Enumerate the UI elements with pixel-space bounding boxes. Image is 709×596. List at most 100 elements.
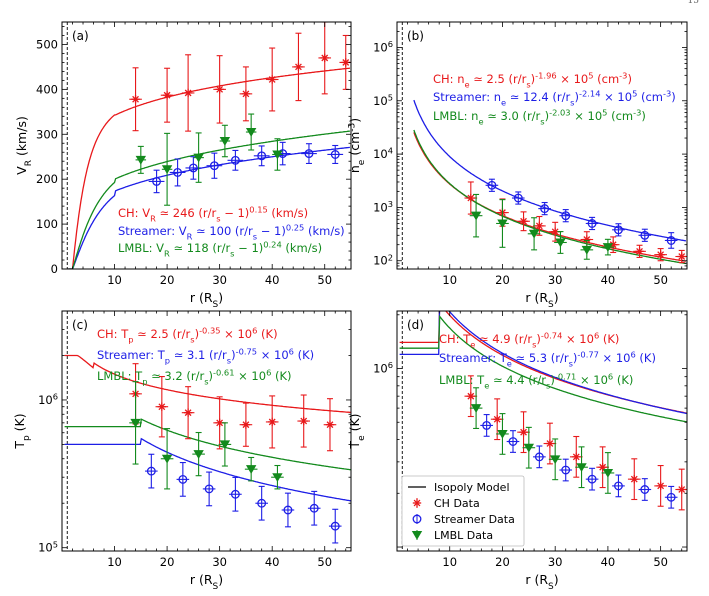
lmbl-fit-label: LMBL: ne ≃ 3.0 (r/rs)-2.03 × 105 (cm-3) [433, 108, 646, 127]
data-point [656, 481, 665, 491]
data-point [555, 238, 566, 248]
y-tick-label: 300 [36, 127, 58, 141]
data-point [320, 53, 329, 63]
data-point [534, 452, 544, 462]
ch-fit-label: CH: ne ≃ 2.5 (r/rs)-1.96 × 105 (cm-3) [433, 71, 632, 90]
x-tick-label: 40 [601, 273, 616, 287]
data-point [497, 219, 508, 229]
data-point [528, 229, 540, 239]
data-point [330, 150, 340, 159]
y-axis-label: Tp (K) [12, 413, 32, 449]
x-tick-label: 30 [212, 273, 227, 287]
data-point [523, 443, 535, 453]
data-point [535, 221, 544, 231]
x-tick-label: 20 [160, 555, 175, 569]
y-tick-label: 105 [373, 92, 393, 107]
ch-data-series [129, 363, 337, 452]
data-point [576, 463, 587, 473]
data-point [466, 193, 476, 203]
x-tick-label: 30 [548, 555, 563, 569]
data-point [635, 247, 644, 256]
data-point [614, 225, 623, 235]
data-point [614, 481, 623, 491]
data-point [157, 402, 167, 411]
data-point [272, 150, 283, 160]
data-point [299, 416, 308, 426]
ch-fit-label: CH: VR ≃ 246 (r/rs − 1)0.15 (km/s) [118, 205, 308, 224]
y-axis-label: Te (K) [347, 413, 367, 449]
data-point [245, 465, 257, 475]
x-tick-label: 20 [160, 273, 175, 287]
panel-label: (a) [72, 29, 89, 43]
data-point [241, 420, 251, 429]
data-point [173, 167, 183, 177]
streamer-data-series [480, 414, 678, 509]
y-tick-label: 106 [38, 392, 58, 407]
data-point [241, 89, 251, 99]
data-point [581, 245, 593, 255]
ch-fit-curve [64, 354, 351, 414]
data-point [341, 58, 350, 67]
legend-entry: Isopoly Model [434, 481, 510, 494]
streamer-fit-curve [413, 99, 687, 242]
data-point [508, 437, 518, 446]
lmbl-fit-curve [413, 129, 686, 265]
data-point [272, 473, 283, 483]
x-tick-label: 40 [265, 273, 280, 287]
streamer-fit-label: Streamer: Te ≃ 5.3 (r/rs)-0.77 × 106 (K) [439, 350, 656, 369]
panel-c-tp: 10 20 30 40 50 105 106 r (RS) Tp (K) (c) CH: Tp ≃ … [12, 310, 352, 592]
data-point [602, 468, 614, 478]
page-number: 15 [687, 0, 699, 6]
lmbl-fit-label: LMBL: Tp ≃ 3.2 (r/rs)-0.61 × 106 (K) [97, 368, 292, 387]
data-point [130, 418, 141, 428]
x-axis-label: r (RS) [525, 572, 558, 592]
x-axis-label: r (RS) [190, 572, 223, 592]
data-point [309, 503, 319, 513]
data-point [267, 75, 277, 84]
data-point [304, 149, 314, 159]
ch-data-series [129, 22, 351, 132]
x-tick-label: 20 [495, 555, 510, 569]
x-tick-label: 10 [107, 273, 122, 287]
data-point [131, 95, 140, 104]
data-point [630, 474, 639, 484]
data-point [677, 485, 686, 494]
ch-fit-curve [68, 67, 351, 269]
data-point [219, 440, 231, 450]
data-point [230, 489, 240, 499]
data-point [152, 176, 162, 186]
y-tick-label: 0 [51, 262, 58, 276]
x-tick-label: 50 [317, 273, 332, 287]
data-point [640, 485, 650, 494]
lmbl-fit-label: LMBL: VR ≃ 118 (r/rs − 1)0.24 (km/s) [118, 240, 322, 259]
panel-d-te: 10 20 30 40 50 106 r (RS) Te (K) (d) CH: Te ≃ 4.9… [347, 310, 688, 592]
data-point [640, 230, 650, 240]
data-point [257, 151, 267, 161]
data-point [230, 155, 240, 165]
streamer-fit-curve [64, 437, 351, 502]
data-point [215, 418, 224, 428]
data-point [188, 163, 198, 173]
x-axis-label: r (RS) [525, 290, 558, 310]
data-point [466, 391, 476, 401]
data-point [325, 420, 335, 429]
lmbl-data-series [135, 113, 283, 206]
lmbl-data-series [469, 387, 615, 494]
data-point [549, 455, 561, 465]
panel-b-ne: 10 20 30 40 50 102 103 104 105 106 r (RS) ne (cm-3)… [347, 21, 688, 310]
data-point [587, 219, 597, 228]
data-point [482, 420, 492, 430]
legend-entry: LMBL Data [434, 529, 493, 542]
ch-fit-label: CH: Tp ≃ 2.5 (r/rs)-0.35 × 106 (K) [97, 326, 278, 345]
ch-data-series [464, 375, 687, 511]
data-point [330, 521, 340, 531]
data-point [513, 193, 523, 203]
data-point [602, 243, 614, 252]
streamer-fit-label: Streamer: Tp ≃ 3.1 (r/rs)-0.75 × 106 (K) [97, 347, 314, 366]
y-tick-label: 400 [36, 82, 58, 96]
data-point [497, 429, 508, 439]
streamer-fit-label: Streamer: ne ≃ 12.4 (r/rs)-2.14 × 105 (c… [433, 89, 676, 108]
x-tick-label: 40 [601, 555, 616, 569]
data-point [666, 236, 676, 245]
